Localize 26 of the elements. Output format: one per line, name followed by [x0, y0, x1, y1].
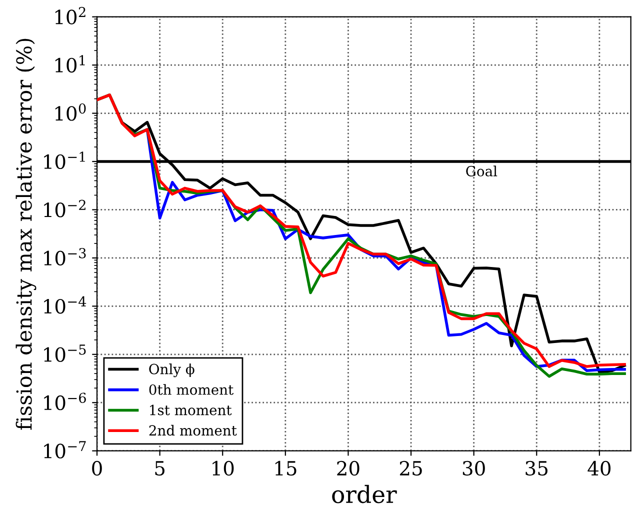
- x-axis-title: order: [332, 484, 397, 504]
- x-tick-label: 20: [337, 460, 360, 476]
- y-tick-label: 10$^{−7}$: [44, 441, 86, 458]
- y-axis-title: fission density max relative error (%): [16, 38, 36, 430]
- y-tick-label: 10$^{−3}$: [44, 248, 86, 266]
- legend-label: 1st moment: [150, 404, 232, 416]
- legend-label: 0th moment: [149, 384, 234, 395]
- x-tick-label: 30: [462, 460, 485, 476]
- ref-line-label: Goal: [466, 166, 498, 176]
- y-tick-label: 10$^{−5}$: [44, 344, 86, 362]
- y-tick-label: 10$^{−2}$: [44, 200, 86, 218]
- y-tick-label: 10$^{−6}$: [44, 392, 86, 410]
- x-tick-label: 25: [400, 460, 422, 476]
- x-tick-label: 35: [526, 460, 548, 476]
- legend-label: 2nd moment: [149, 424, 237, 436]
- legend-label: Only ϕ: [149, 364, 194, 378]
- y-tick-label: 10$^{−1}$: [44, 152, 85, 170]
- x-tick-label: 15: [275, 460, 296, 476]
- x-tick-label: 5: [155, 461, 164, 476]
- x-tick-label: 40: [588, 460, 611, 476]
- x-tick-label: 0: [92, 460, 102, 476]
- y-tick-label: 10$^{0}$: [55, 103, 86, 121]
- y-tick-label: 10$^{2}$: [55, 6, 86, 24]
- y-tick-label: 10$^{−4}$: [44, 296, 86, 314]
- y-tick-label: 10$^{1}$: [55, 55, 85, 73]
- x-tick-label: 10: [212, 460, 234, 476]
